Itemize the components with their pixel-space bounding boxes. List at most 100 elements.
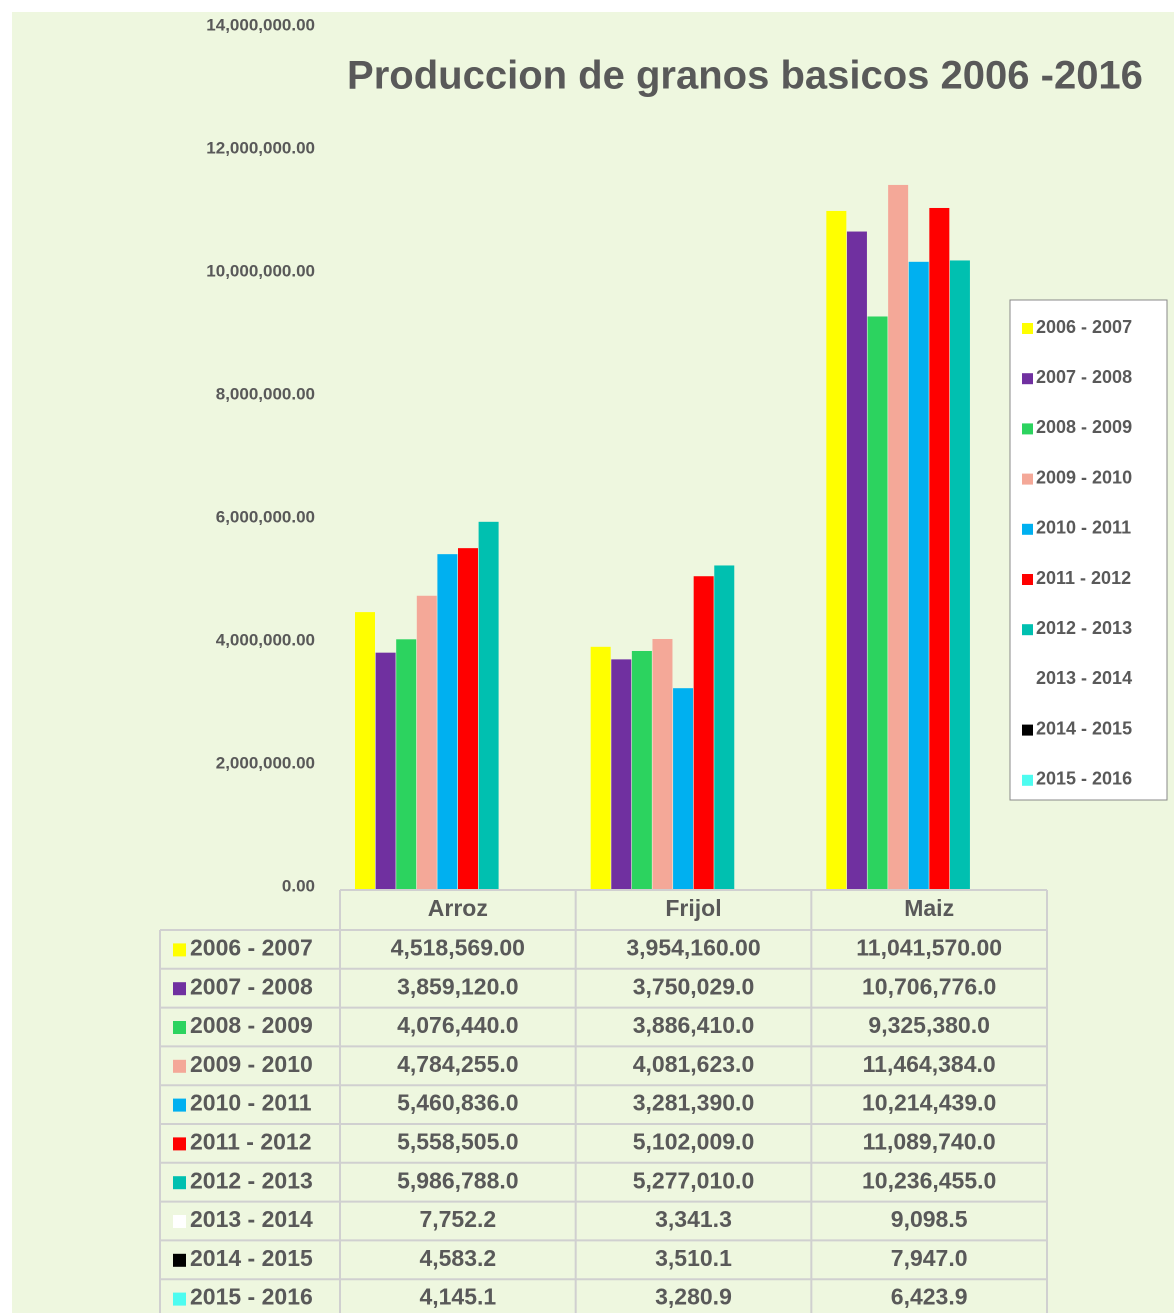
- table-cell: 3,954,160.00: [626, 934, 760, 960]
- bar: [846, 231, 867, 891]
- legend-swatch: [1022, 323, 1033, 334]
- table-cell: 4,081,623.0: [633, 1051, 755, 1077]
- row-label: 2006 - 2007: [190, 934, 313, 960]
- table-cell: 7,947.0: [891, 1245, 968, 1271]
- legend-swatch: [173, 982, 186, 996]
- legend-label: 2008 - 2009: [1036, 417, 1132, 437]
- y-tick-label: 14,000,000.00: [206, 15, 315, 34]
- legend-swatch: [173, 1176, 186, 1190]
- bar: [611, 659, 632, 890]
- legend-box: [1009, 299, 1168, 801]
- legend-swatch: [1022, 774, 1033, 786]
- table-cell: 3,750,029.0: [633, 973, 755, 999]
- chart-title: Produccion de granos basicos 2006 -2016: [347, 54, 1143, 98]
- row-label: 2012 - 2013: [190, 1167, 313, 1193]
- legend-label: 2012 - 2013: [1036, 618, 1132, 638]
- bar: [652, 638, 673, 890]
- legend-swatch: [1022, 674, 1033, 686]
- bar: [826, 210, 847, 890]
- row-label: 2009 - 2010: [190, 1051, 313, 1077]
- table-cell: 4,583.2: [419, 1245, 496, 1271]
- y-tick-label: 4,000,000.00: [216, 630, 315, 649]
- table-cell: 10,236,455.0: [862, 1167, 996, 1193]
- table-cell: 3,341.3: [655, 1206, 732, 1232]
- table-cell: 4,145.1: [419, 1284, 496, 1310]
- table-cell: 4,784,255.0: [397, 1051, 519, 1077]
- legend-label: 2015 - 2016: [1036, 769, 1132, 789]
- bar: [375, 652, 396, 890]
- table-cell: 4,076,440.0: [397, 1012, 519, 1038]
- row-label: 2014 - 2015: [190, 1245, 313, 1271]
- table-cell: 10,706,776.0: [862, 973, 996, 999]
- bar: [478, 521, 499, 890]
- table-cell: 6,423.9: [891, 1284, 968, 1310]
- legend-swatch: [1022, 423, 1033, 435]
- table-cell: 7,752.2: [419, 1206, 496, 1232]
- bar: [673, 688, 694, 890]
- bar: [416, 595, 437, 890]
- table-cell: 3,859,120.0: [397, 973, 519, 999]
- y-tick-label: 8,000,000.00: [216, 384, 315, 403]
- table-cell: 3,510.1: [655, 1245, 732, 1271]
- bar: [929, 207, 950, 891]
- table-cell: 11,041,570.00: [856, 934, 1002, 960]
- table-cell: 3,281,390.0: [633, 1090, 755, 1116]
- legend-swatch: [173, 1253, 186, 1267]
- table-cell: 4,518,569.00: [391, 934, 525, 960]
- table-cell: 11,464,384.0: [863, 1051, 996, 1077]
- legend-swatch: [173, 1137, 186, 1151]
- bar: [908, 261, 929, 890]
- legend-swatch: [1022, 373, 1033, 385]
- row-label: 2013 - 2014: [190, 1206, 313, 1232]
- table-header: Arroz: [428, 895, 488, 921]
- bar: [631, 650, 652, 890]
- bar: [437, 554, 458, 890]
- table-cell: 3,886,410.0: [633, 1012, 755, 1038]
- bar: [867, 316, 888, 890]
- bar: [590, 646, 611, 890]
- legend-label: 2011 - 2012: [1036, 568, 1131, 588]
- bar: [714, 565, 735, 890]
- legend-swatch: [1022, 574, 1033, 585]
- bar: [949, 260, 970, 890]
- legend-swatch: [173, 1059, 186, 1073]
- table-cell: 5,277,010.0: [633, 1167, 755, 1193]
- y-tick-label: 12,000,000.00: [206, 138, 315, 157]
- legend-swatch: [173, 943, 186, 957]
- bar: [693, 576, 714, 890]
- y-tick-label: 10,000,000.00: [206, 261, 315, 280]
- table-cell: 9,098.5: [891, 1206, 968, 1232]
- legend-label: 2006 - 2007: [1036, 317, 1132, 337]
- legend-swatch: [173, 1292, 186, 1306]
- table-cell: 5,460,836.0: [397, 1090, 519, 1116]
- table-cell: 5,102,009.0: [633, 1128, 755, 1154]
- table-cell: 5,986,788.0: [397, 1167, 519, 1193]
- legend-swatch: [173, 1098, 186, 1112]
- bar: [888, 184, 909, 891]
- legend-label: 2010 - 2011: [1036, 518, 1131, 538]
- y-tick-label: 6,000,000.00: [216, 507, 315, 526]
- legend-swatch: [173, 1215, 186, 1228]
- y-tick-label: 0.00: [282, 876, 315, 895]
- legend-swatch: [173, 1021, 186, 1034]
- table-cell: 11,089,740.0: [863, 1128, 996, 1154]
- legend-swatch: [1022, 473, 1033, 485]
- row-label: 2015 - 2016: [190, 1284, 313, 1310]
- y-tick-label: 2,000,000.00: [216, 753, 315, 772]
- legend-swatch: [1022, 523, 1033, 535]
- table-cell: 3,280.9: [655, 1284, 732, 1310]
- table-cell: 9,325,380.0: [868, 1012, 990, 1038]
- row-label: 2011 - 2012: [190, 1128, 312, 1154]
- row-label: 2010 - 2011: [190, 1090, 312, 1116]
- table-header: Maiz: [904, 895, 954, 921]
- bar: [458, 548, 478, 890]
- row-label: 2007 - 2008: [190, 973, 313, 999]
- legend-label: 2014 - 2015: [1036, 718, 1132, 738]
- legend-swatch: [1022, 624, 1033, 636]
- table-cell: 10,214,439.0: [862, 1090, 996, 1116]
- legend-swatch: [1022, 724, 1033, 736]
- bar: [396, 639, 417, 890]
- legend-label: 2007 - 2008: [1036, 367, 1132, 387]
- legend-label: 2009 - 2010: [1036, 467, 1132, 487]
